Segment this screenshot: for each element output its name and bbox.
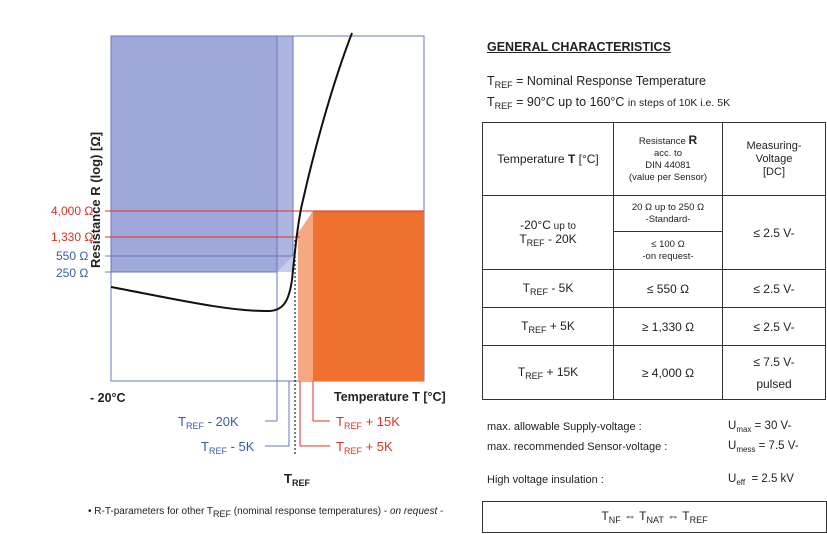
y-axis-label: Resistance R (log) [Ω]	[88, 131, 103, 268]
callout-tref-minus-5k: TREF - 5K	[201, 439, 255, 456]
orange-resistance-region	[303, 211, 424, 381]
table-row: ≤ 100 Ω -on request-	[483, 231, 826, 270]
tick-550-ohm: 550 Ω	[56, 249, 89, 263]
row3-voltage: ≤ 2.5 V-	[722, 307, 826, 346]
general-characteristics-title: GENERAL CHARACTERISTICS	[487, 40, 671, 54]
row1-resistance-on-request: ≤ 100 Ω -on request-	[613, 231, 723, 270]
row4-voltage: ≤ 7.5 V-pulsed	[722, 345, 826, 400]
callout-tref-plus-5k: TREF + 5K	[336, 439, 393, 456]
table-row: TREF + 5K ≥ 1,330 Ω ≤ 2.5 V-	[482, 307, 826, 346]
header-temperature: Temperature T [°C]	[482, 122, 614, 196]
row2-voltage: ≤ 2.5 V-	[722, 269, 826, 308]
tref-definition: TREF = Nominal Response Temperature	[487, 74, 706, 90]
row1-temperature: -20°C up to TREF - 20K	[482, 195, 614, 270]
tick-1330-ohm: 1,330 Ω	[51, 230, 94, 244]
footnote: • R-T-parameters for other TREF (nominal…	[88, 506, 444, 519]
row3-temperature: TREF + 5K	[482, 307, 614, 346]
tref-range: TREF = 90°C up to 160°C in steps of 10K …	[487, 95, 731, 111]
table-row: -20°C up to TREF - 20K 20 Ω up to 250 Ω -S…	[482, 195, 826, 270]
tref-label: TREF	[284, 471, 310, 488]
header-voltage: Measuring- Voltage [DC]	[722, 122, 826, 196]
blue-resistance-region	[111, 36, 277, 272]
sensor-voltage-value: Umess = 7.5 V-	[728, 440, 799, 454]
sensor-voltage-label: max. recommended Sensor-voltage :	[487, 441, 668, 453]
supply-voltage-label: max. allowable Supply-voltage :	[487, 421, 642, 433]
table-row: TREF + 15K ≥ 4,000 Ω ≤ 7.5 V-pulsed	[482, 345, 826, 400]
callout-tref-plus-15k: TREF + 15K	[336, 414, 400, 431]
temperature-equivalence-box: TNF ⇔ TNAT ⇔ TREF	[482, 501, 827, 533]
insulation-value: Ueff = 2.5 kV	[728, 473, 794, 487]
row1-resistance-standard: 20 Ω up to 250 Ω -Standard-	[613, 195, 723, 232]
insulation-label: High voltage insulation :	[487, 474, 604, 486]
callout-tref-minus-20k: TREF - 20K	[178, 414, 239, 431]
row3-resistance: ≥ 1,330 Ω	[613, 307, 723, 346]
diagram-frame	[110, 35, 425, 382]
row1-voltage: ≤ 2.5 V-	[722, 195, 826, 270]
tick-250-ohm: 250 Ω	[56, 266, 89, 280]
tick-4000-ohm: 4,000 Ω	[51, 204, 94, 218]
row2-temperature: TREF - 5K	[482, 269, 614, 308]
rt-curve	[110, 32, 353, 313]
table-row: TREF - 5K ≤ 550 Ω ≤ 2.5 V-	[482, 269, 826, 308]
row4-temperature: TREF + 15K	[482, 345, 614, 400]
row2-resistance: ≤ 550 Ω	[613, 269, 723, 308]
x-start-label: - 20°C	[90, 391, 126, 405]
rt-characteristic-diagram	[105, 32, 425, 456]
row4-resistance: ≥ 4,000 Ω	[613, 345, 723, 400]
supply-voltage-value: Umax = 30 V-	[728, 420, 792, 434]
x-axis-label: Temperature T [°C]	[334, 390, 446, 404]
